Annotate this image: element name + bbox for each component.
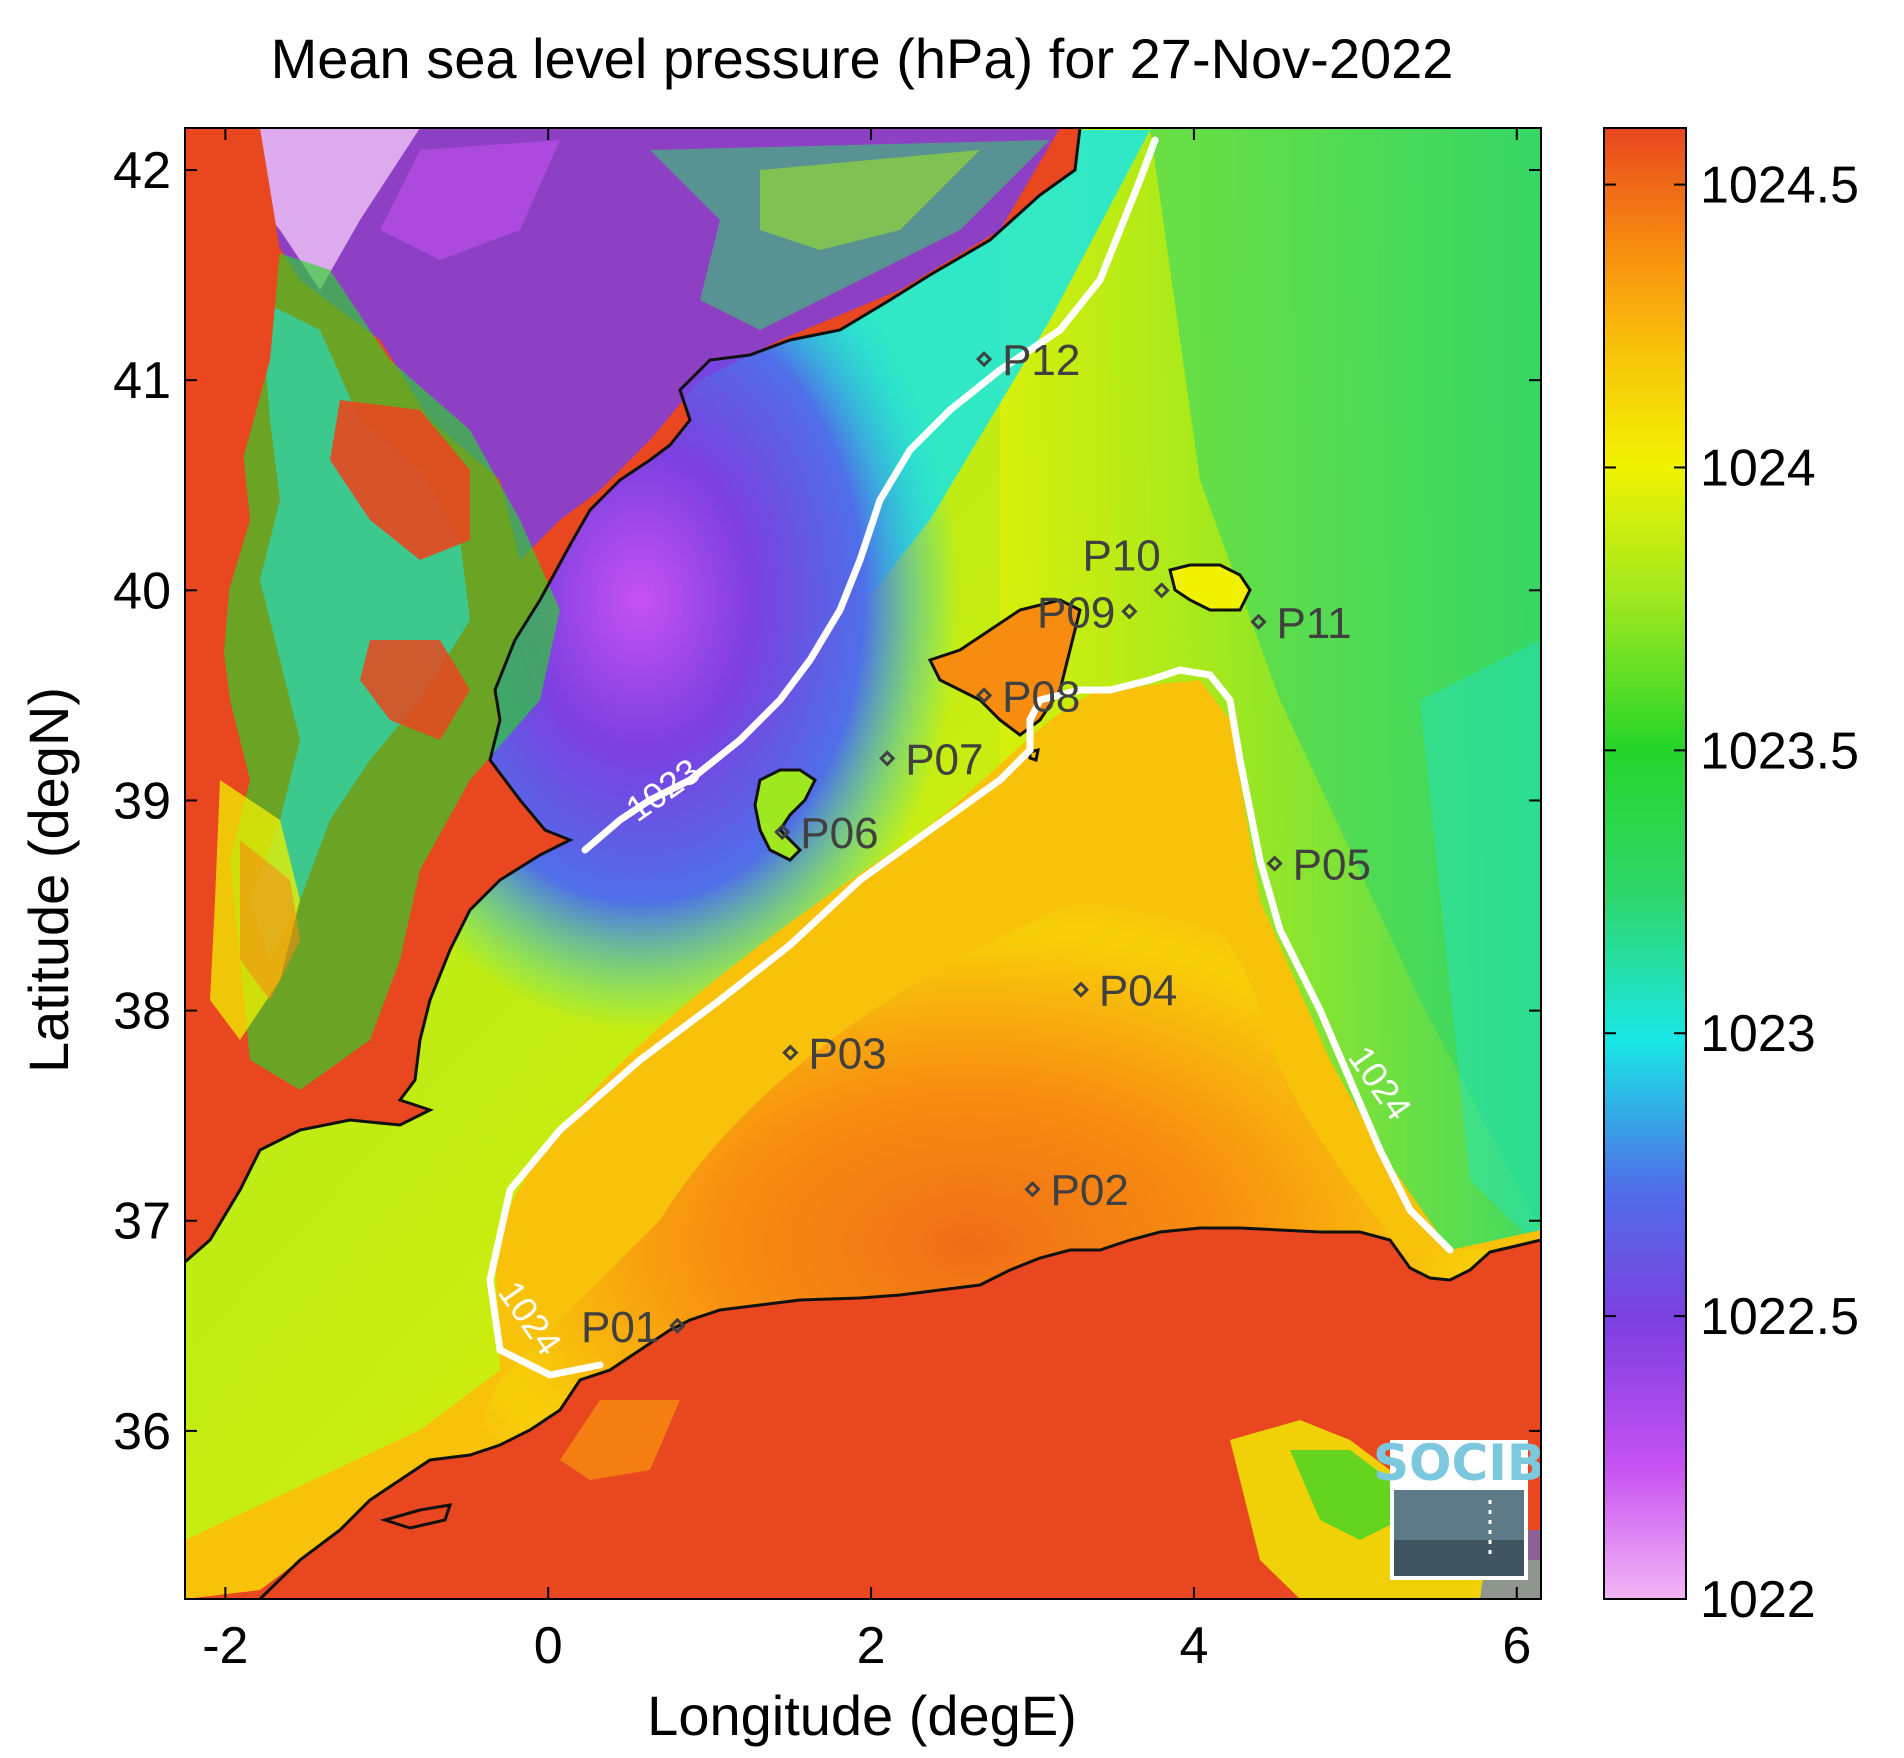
station-label: P05 xyxy=(1293,841,1371,890)
isobar-1023 xyxy=(581,136,1159,854)
station-marker xyxy=(879,750,896,767)
colorbar xyxy=(1603,127,1687,1600)
station-marker xyxy=(1072,981,1090,998)
x-tick-label: 4 xyxy=(1179,1617,1208,1675)
y-tick-label: 39 xyxy=(113,772,171,830)
station-label: P03 xyxy=(808,1030,886,1079)
station-marker xyxy=(1024,1181,1041,1198)
station-marker xyxy=(1153,582,1170,599)
x-tick-label: -2 xyxy=(202,1617,248,1675)
isobar-1024 xyxy=(486,666,1454,1379)
socib-logo-text: SOCIB xyxy=(1373,1434,1545,1492)
station-label: P08 xyxy=(1002,672,1080,721)
colorbar-tick-label: 1023.5 xyxy=(1700,722,1859,780)
colorbar-ticks: 1022 1022.5 1023 1023.5 1024 1024.5 xyxy=(1604,157,1859,1629)
station-label: P10 xyxy=(1082,531,1160,580)
stations-layer: P01 P02 P03 P04 P05 P06 P07 P08 P09 P10 P11 P12 xyxy=(581,336,1371,1352)
x-tick-label: 6 xyxy=(1502,1617,1531,1675)
station-label: P09 xyxy=(1037,588,1115,637)
colorbar-tick-label: 1024.5 xyxy=(1700,157,1859,215)
station-label: P11 xyxy=(1277,599,1352,648)
station-marker xyxy=(782,1044,799,1061)
y-tick-label: 37 xyxy=(113,1193,171,1251)
station-marker xyxy=(774,823,791,841)
station-label: P04 xyxy=(1099,967,1177,1016)
x-axis-label: Longitude (degE) xyxy=(647,1684,1077,1747)
x-tick-label: 0 xyxy=(534,1617,563,1675)
pressure-field: 1023 1024 1024 SOCIB xyxy=(185,128,1545,1599)
y-axis: 36 37 38 39 40 41 42 xyxy=(113,142,1541,1461)
colorbar-tick-label: 1023 xyxy=(1700,1005,1816,1063)
colorbar-tick-label: 1022 xyxy=(1700,1571,1816,1629)
colorbar-tick-label: 1024 xyxy=(1700,439,1816,497)
station-label: P12 xyxy=(1002,336,1080,385)
station-label: P02 xyxy=(1051,1166,1129,1215)
station-label: P07 xyxy=(905,735,983,784)
y-tick-label: 42 xyxy=(113,142,171,200)
y-tick-label: 41 xyxy=(113,352,171,410)
ibiza-land xyxy=(755,770,815,860)
station-marker xyxy=(669,1317,686,1334)
x-axis: -2 0 2 4 6 xyxy=(202,128,1531,1675)
socib-logo: SOCIB xyxy=(1373,1434,1545,1580)
station-label: P01 xyxy=(581,1303,659,1352)
station-marker xyxy=(1121,603,1138,620)
station-marker xyxy=(975,687,993,704)
station-label: P06 xyxy=(800,809,878,858)
isobars xyxy=(486,136,1454,1379)
y-tick-label: 40 xyxy=(113,562,171,620)
y-axis-label: Latitude (degN) xyxy=(17,687,80,1073)
x-tick-label: 2 xyxy=(857,1617,886,1675)
plot-frame xyxy=(184,127,1542,1600)
station-marker xyxy=(1250,613,1267,630)
y-tick-label: 36 xyxy=(113,1403,171,1461)
station-marker xyxy=(1266,855,1283,872)
colorbar-tick-label: 1022.5 xyxy=(1700,1288,1859,1346)
map-title: Mean sea level pressure (hPa) for 27-Nov… xyxy=(271,27,1454,90)
station-marker xyxy=(975,351,993,368)
y-tick-label: 38 xyxy=(113,983,171,1041)
